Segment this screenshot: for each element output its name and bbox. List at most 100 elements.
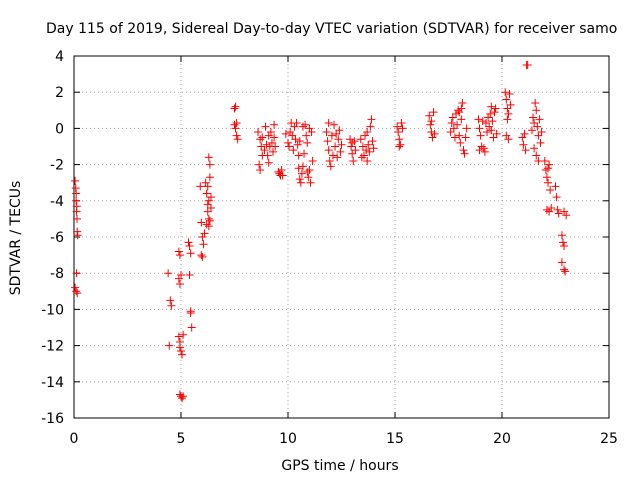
data-point (165, 341, 174, 350)
data-point (178, 350, 187, 359)
x-tick-label: 25 (600, 431, 618, 447)
data-point (361, 131, 370, 140)
data-point (322, 128, 331, 137)
data-point (502, 95, 511, 104)
data-point (328, 151, 337, 160)
data-point (560, 242, 569, 251)
data-point (331, 142, 340, 151)
data-point (475, 146, 484, 155)
data-point (523, 61, 532, 70)
data-point (202, 220, 211, 229)
data-point (256, 166, 265, 175)
data-point (459, 146, 468, 155)
data-point (348, 138, 357, 147)
data-point (337, 140, 346, 149)
data-point (456, 138, 465, 147)
data-point (71, 176, 80, 185)
y-tick-label: -12 (41, 339, 64, 355)
data-point (298, 162, 307, 171)
data-point (427, 128, 436, 137)
data-point (520, 129, 529, 138)
data-point (199, 240, 208, 249)
data-point (202, 189, 211, 198)
data-point (206, 204, 215, 213)
x-tick-label: 5 (177, 431, 186, 447)
data-point (460, 149, 469, 158)
data-point (429, 108, 438, 117)
data-point (491, 104, 500, 113)
data-point (296, 178, 305, 187)
data-point (544, 164, 553, 173)
data-point (326, 162, 335, 171)
data-point (305, 124, 314, 133)
data-point (531, 99, 540, 108)
data-point (185, 271, 194, 280)
data-point (363, 128, 372, 137)
data-point (552, 193, 561, 202)
y-tick-label: -8 (50, 266, 64, 282)
data-point (327, 131, 336, 140)
data-point (303, 167, 312, 176)
data-point (231, 102, 240, 111)
y-tick-label: 4 (55, 49, 64, 65)
data-point (297, 169, 306, 178)
data-point (232, 131, 241, 140)
data-point (461, 133, 470, 142)
data-point (175, 390, 184, 399)
data-point (485, 122, 494, 131)
data-point (540, 156, 549, 165)
data-point (462, 124, 471, 133)
data-point (72, 269, 81, 278)
data-point (396, 140, 405, 149)
data-point (527, 126, 536, 135)
data-point (551, 182, 560, 191)
data-point (233, 135, 242, 144)
data-point (532, 106, 541, 115)
data-point (356, 135, 365, 144)
data-point (532, 151, 541, 160)
data-point (335, 126, 344, 135)
data-point (546, 185, 555, 194)
x-tick-label: 15 (386, 431, 404, 447)
data-point (351, 146, 360, 155)
data-point (562, 211, 571, 220)
chart-title: Day 115 of 2019, Sidereal Day-to-day VTE… (46, 21, 617, 37)
data-point (534, 131, 543, 140)
data-point (178, 394, 187, 403)
data-point (348, 149, 357, 158)
data-point (458, 99, 467, 108)
data-point (175, 343, 184, 352)
data-point (254, 128, 263, 137)
data-point (336, 147, 345, 156)
data-point (174, 332, 183, 341)
data-point (446, 128, 455, 137)
data-point (266, 128, 275, 137)
data-point (457, 104, 466, 113)
data-point (560, 207, 569, 216)
data-point (357, 153, 366, 162)
data-point (274, 167, 283, 176)
data-point (553, 205, 562, 214)
data-point (185, 242, 194, 251)
data-point (480, 147, 489, 156)
data-point (261, 122, 270, 131)
data-point (206, 193, 215, 202)
data-point (544, 178, 553, 187)
data-point (349, 156, 358, 165)
data-point (204, 214, 213, 223)
data-point (293, 140, 302, 149)
data-point (558, 238, 567, 247)
data-point (186, 249, 195, 258)
data-point (324, 146, 333, 155)
data-point (73, 231, 82, 240)
data-point (304, 173, 313, 182)
data-point (393, 122, 402, 131)
data-point (72, 189, 81, 198)
data-point (231, 124, 240, 133)
data-point (545, 160, 554, 169)
data-point (174, 247, 183, 256)
data-point (359, 151, 368, 160)
data-point (200, 229, 209, 238)
data-point (198, 233, 207, 241)
data-point (184, 238, 193, 247)
